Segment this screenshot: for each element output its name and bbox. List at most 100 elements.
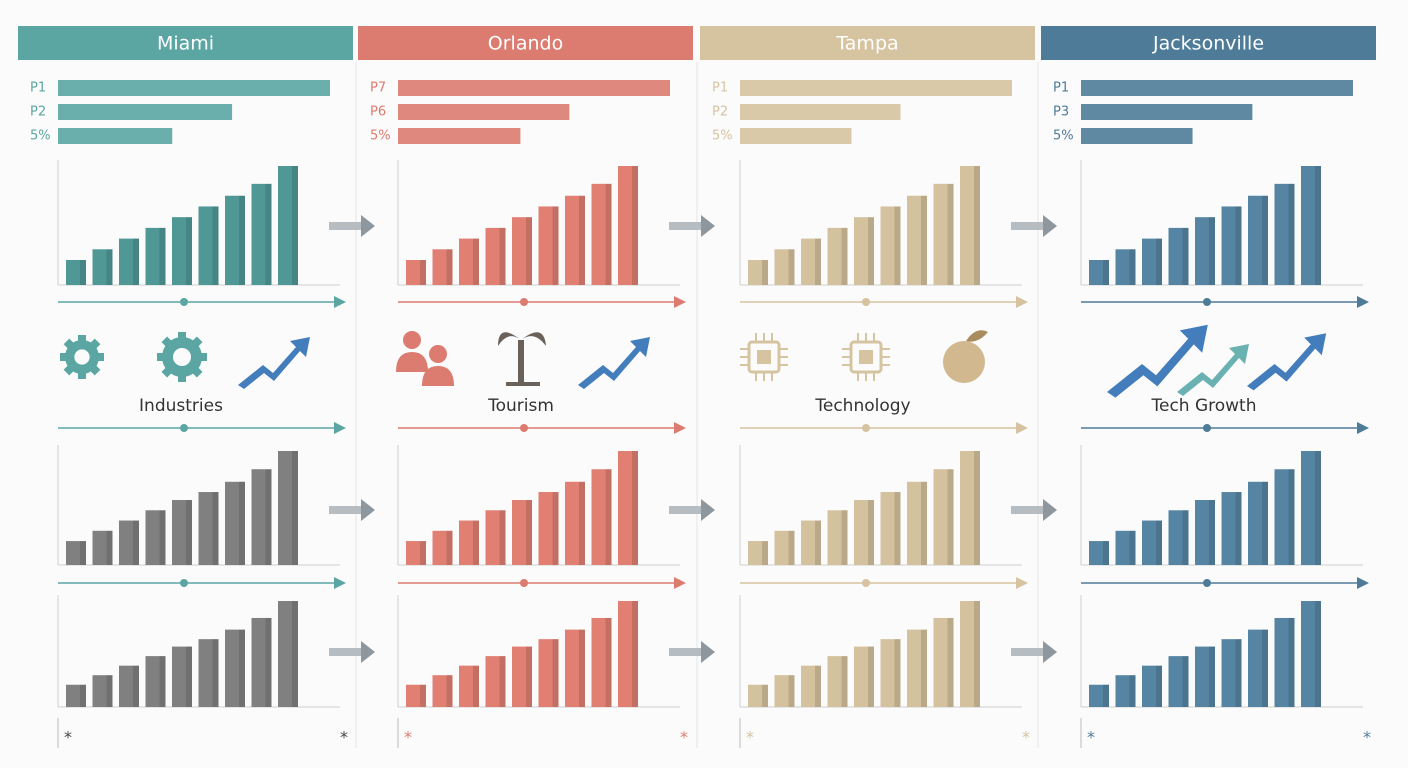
column-bar <box>933 469 954 565</box>
column-bar <box>907 481 927 565</box>
footer-star: * <box>680 728 688 747</box>
column-bar <box>512 646 532 707</box>
timeline-arrowhead <box>1016 296 1028 308</box>
column-bar <box>880 206 901 285</box>
horizontal-bar <box>398 104 570 120</box>
column-bar <box>459 520 479 565</box>
column-bar <box>1221 492 1242 565</box>
column-bar <box>432 530 453 565</box>
footer-star: * <box>1087 728 1095 747</box>
column-bar-shade <box>473 238 479 285</box>
column-bar-shade <box>947 469 954 565</box>
flow-arrow-shaft <box>329 222 363 230</box>
column-bar <box>591 469 612 565</box>
column-bar <box>565 629 585 707</box>
column-bar <box>119 665 139 707</box>
column-bar <box>960 166 980 285</box>
horizontal-bar <box>740 80 1012 96</box>
column-header <box>18 26 353 60</box>
trend-arrow <box>1247 333 1327 391</box>
column-bar-shade <box>1182 227 1189 285</box>
column-bar-shade <box>1288 617 1295 707</box>
column-bar-shade <box>420 260 426 285</box>
horizontal-bar <box>740 128 852 144</box>
column-bar <box>538 639 559 707</box>
column-bar <box>432 675 453 707</box>
footer-star: * <box>404 728 412 747</box>
flow-arrow-head <box>701 499 715 521</box>
column-bar <box>1221 639 1242 707</box>
column-bar-shade <box>265 617 272 707</box>
column-bar-shade <box>1288 469 1295 565</box>
column-bar-shade <box>473 665 479 707</box>
column-bar-shade <box>133 665 139 707</box>
fruit-leaf <box>966 330 988 342</box>
timeline-arrowhead <box>334 422 346 434</box>
column-bar-shade <box>868 500 874 565</box>
flow-arrow-head <box>361 215 375 237</box>
column-title: Tampa <box>835 33 898 55</box>
column-bar-shade <box>106 530 113 565</box>
column-bar-shade <box>921 629 927 707</box>
column-bar-shade <box>788 530 795 565</box>
column-bar-shade <box>605 469 612 565</box>
person-body <box>422 366 454 386</box>
column-bar <box>1195 217 1215 285</box>
column-bar-shade <box>552 639 559 707</box>
column-bar <box>748 541 768 565</box>
column-bar-shade <box>239 195 245 285</box>
horizontal-bar <box>1081 80 1353 96</box>
column-bar <box>92 530 113 565</box>
column-bar-shade <box>265 469 272 565</box>
timeline-arrowhead <box>674 296 686 308</box>
column-bar <box>907 195 927 285</box>
footer-star: * <box>64 728 72 747</box>
column-bar-shade <box>841 227 848 285</box>
column-bar-shade <box>1129 249 1136 285</box>
column-bar <box>225 195 245 285</box>
section-label: Industries <box>139 396 223 416</box>
column-bar <box>1301 451 1321 565</box>
column-bar <box>251 469 272 565</box>
column-bar-shade <box>1103 684 1109 707</box>
column-bar <box>774 249 795 285</box>
column-bar-shade <box>499 656 506 707</box>
icon-group <box>60 332 310 389</box>
column-bar <box>198 639 219 707</box>
column-bar <box>1301 166 1321 285</box>
column-bar-shade <box>1129 530 1136 565</box>
flow-arrow-head <box>361 499 375 521</box>
timeline-dot <box>520 424 528 432</box>
column-bar <box>145 227 166 285</box>
column-bar-shade <box>159 656 166 707</box>
fruit <box>943 341 985 383</box>
column-bar-shade <box>1209 500 1215 565</box>
column-bar-shade <box>894 206 901 285</box>
horizontal-bar <box>1081 104 1253 120</box>
column-bar-shade <box>1156 520 1162 565</box>
column-bar <box>1248 629 1268 707</box>
trend-arrow <box>1107 324 1208 398</box>
column-bar <box>960 451 980 565</box>
flow-arrow-shaft <box>329 648 363 656</box>
person-body <box>396 352 428 372</box>
column-bar <box>854 500 874 565</box>
footer-star: * <box>340 728 348 747</box>
bar-label: 5% <box>1053 129 1074 144</box>
column-bar-shade <box>632 451 638 565</box>
column-bar <box>198 492 219 565</box>
column-bar-shade <box>841 656 848 707</box>
timeline-dot <box>180 579 188 587</box>
column-bar-shade <box>133 238 139 285</box>
column-bar <box>1168 656 1189 707</box>
column-bar <box>1115 249 1136 285</box>
column-bar <box>145 656 166 707</box>
column-bar <box>485 510 506 565</box>
column-bar <box>827 510 848 565</box>
horizontal-bar <box>740 104 901 120</box>
column-bar <box>459 665 479 707</box>
column-bar <box>1142 665 1162 707</box>
column-bar-shade <box>526 646 532 707</box>
column-bar-shade <box>974 451 980 565</box>
